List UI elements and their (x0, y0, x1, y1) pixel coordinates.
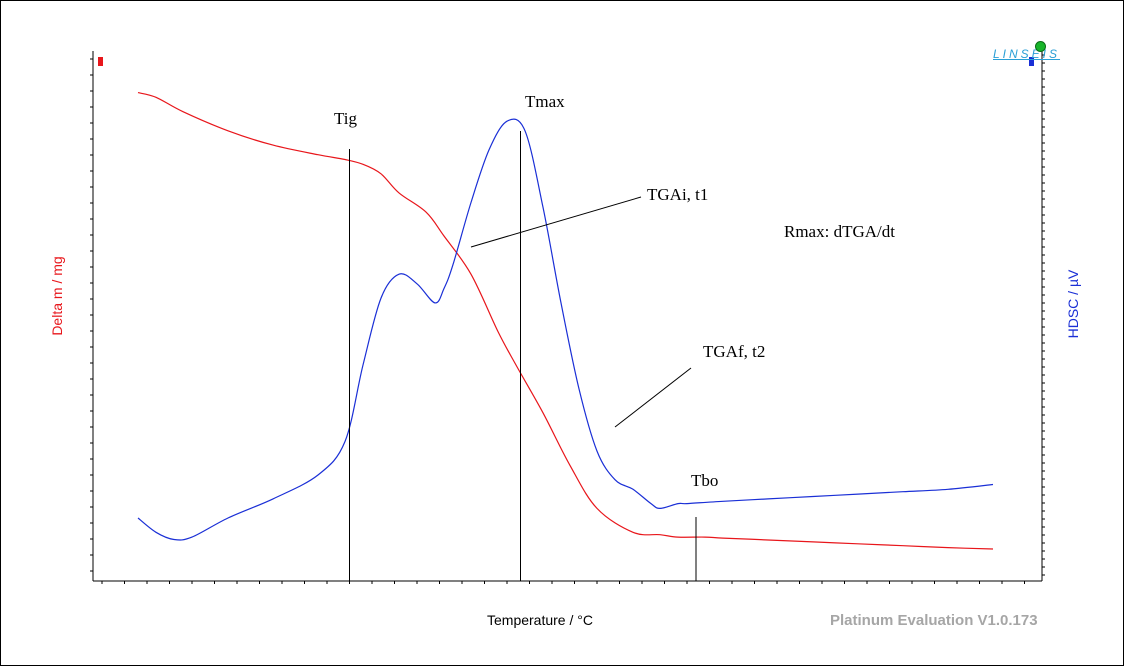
y-axis-left-label: Delta m / mg (49, 256, 65, 336)
hdsc-curve (137, 118, 994, 541)
left-axis-marker (98, 57, 103, 66)
linseis-logo: LINSEIS (993, 47, 1061, 61)
right-axis-marker (1029, 57, 1034, 66)
tga-curve (137, 92, 994, 550)
x-axis-label: Temperature / °C (487, 612, 593, 628)
annotation-tgaf: TGAf, t2 (703, 342, 766, 361)
tgaf-leader-line (614, 367, 692, 428)
annotation-tig: Tig (334, 109, 358, 128)
annotation-tgai: TGAi, t1 (647, 185, 709, 204)
y-axis-right-label: HDSC / µV (1065, 269, 1081, 339)
tgai-leader-line (470, 196, 642, 248)
logo-dot-icon (1035, 41, 1046, 52)
version-label: Platinum Evaluation V1.0.173 (830, 612, 1038, 629)
annotation-tbo: Tbo (691, 471, 719, 490)
annotation-rmax: Rmax: dTGA/dt (784, 222, 895, 241)
annotation-tmax: Tmax (525, 92, 565, 111)
